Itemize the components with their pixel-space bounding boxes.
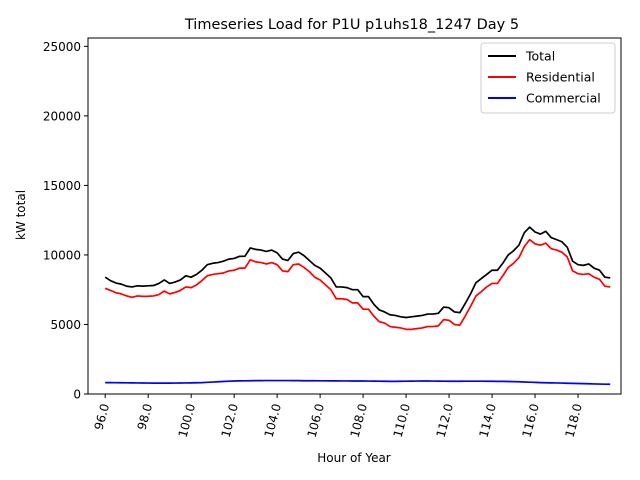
plot-frame <box>87 37 622 395</box>
x-axis-label: Hour of Year <box>317 451 391 465</box>
axes-layer: 96.0 98.0 100.0 102.0 104.0 106.0 108.0 110.0 11… <box>43 37 622 439</box>
series-line-total <box>104 226 611 319</box>
legend-label-residential: Residential <box>526 70 595 85</box>
y-tick-label: 5000 <box>50 318 81 332</box>
legend: Total Residential Commercial <box>480 42 616 114</box>
series-line-commercial <box>105 379 611 386</box>
legend-frame <box>480 42 616 114</box>
x-tick-label: 96.0 <box>92 402 112 431</box>
legend-label-total: Total <box>525 49 555 64</box>
y-tick-label: 10000 <box>43 248 81 262</box>
y-tick-label: 0 <box>73 388 81 402</box>
legend-label-commercial: Commercial <box>526 91 601 106</box>
y-axis-label: kW total <box>14 190 28 240</box>
series-line-residential <box>104 238 611 331</box>
y-tick-label: 25000 <box>43 40 81 54</box>
series-layer <box>104 226 611 386</box>
y-tick-label: 15000 <box>43 179 81 193</box>
chart-title: Timeseries Load for P1U p1uhs18_1247 Day… <box>184 17 519 33</box>
y-tick-label: 20000 <box>43 109 81 123</box>
x-tick-label: 98.0 <box>135 402 155 431</box>
